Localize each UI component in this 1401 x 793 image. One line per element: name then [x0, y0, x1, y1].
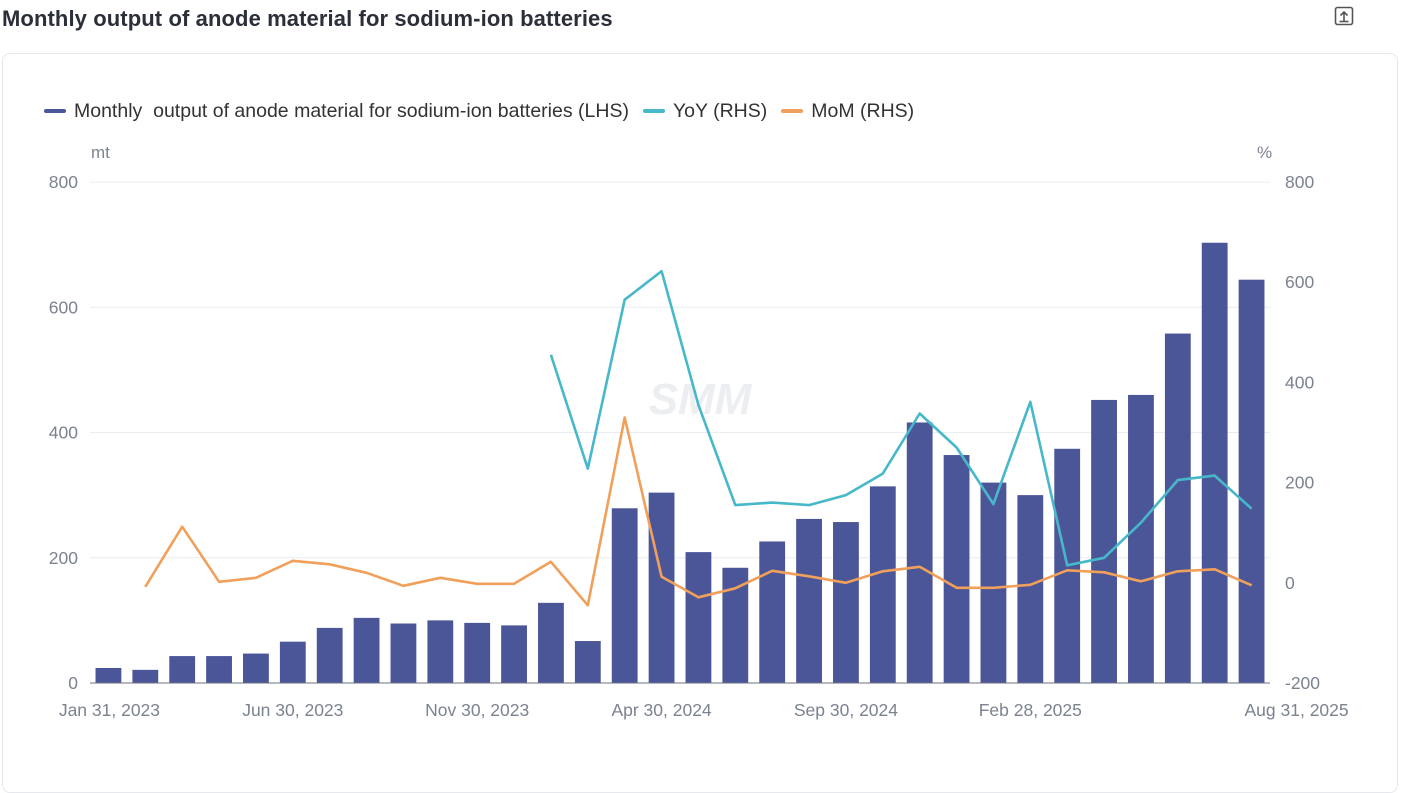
bar [1091, 399, 1117, 683]
bar [611, 508, 638, 683]
bar [353, 617, 380, 683]
legend-item-mom[interactable]: MoM (RHS) [781, 100, 914, 123]
x-axis-tick: Jun 30, 2023 [242, 700, 343, 720]
bar [279, 641, 306, 683]
legend-item-yoy[interactable]: YoY (RHS) [642, 99, 768, 123]
bar [95, 667, 122, 683]
chart-legend: Monthly output of anode material for sod… [44, 98, 928, 124]
legend-label-yoy: YoY (RHS) [672, 99, 768, 122]
bar [759, 541, 786, 683]
bar [390, 623, 417, 683]
left-axis-tick: 400 [49, 423, 78, 443]
x-axis-tick: Jan 31, 2023 [59, 700, 160, 720]
bar [685, 552, 712, 683]
legend-swatch-output [44, 109, 66, 113]
bar [132, 669, 159, 683]
left-axis-tick: 600 [49, 297, 78, 317]
right-axis-tick: 600 [1285, 272, 1314, 292]
x-axis-tick: Aug 31, 2025 [1245, 700, 1349, 720]
bar [1128, 394, 1154, 683]
bar [427, 620, 454, 683]
x-axis-tick: Apr 30, 2024 [611, 700, 711, 720]
right-axis-tick: 400 [1285, 372, 1314, 392]
right-axis-tick: 0 [1285, 573, 1295, 593]
bar [1017, 495, 1044, 683]
bar [538, 602, 564, 683]
bar [316, 627, 343, 683]
x-axis-tick: Feb 28, 2025 [979, 700, 1082, 720]
bar [501, 625, 527, 683]
bar [796, 518, 822, 683]
legend-swatch-yoy [642, 109, 665, 113]
x-axis-tick: Nov 30, 2023 [425, 700, 529, 720]
left-axis-tick: 200 [49, 548, 78, 568]
watermark: SMM [649, 375, 753, 424]
bar [169, 656, 196, 683]
legend-swatch-mom [781, 109, 804, 113]
bar [243, 653, 269, 683]
left-axis-tick: 800 [49, 172, 78, 192]
export-icon[interactable] [1334, 6, 1354, 26]
bar [980, 482, 1007, 683]
bar [464, 622, 491, 683]
bar [574, 641, 601, 683]
left-axis-unit: mt [91, 143, 110, 162]
bar [1164, 333, 1191, 683]
legend-label-output: Monthly output of anode material for sod… [74, 99, 629, 122]
bar [1238, 279, 1265, 683]
bar [206, 656, 232, 683]
bar [833, 522, 859, 683]
mom-line [144, 416, 1253, 607]
bar [648, 492, 675, 683]
page-title: Monthly output of anode material for sod… [2, 6, 613, 31]
bar [869, 486, 896, 683]
chart: SMM 0 200 400 600 800 -200 0 200 400 600 800 mt % Jan … [49, 143, 1349, 720]
right-axis-tick: 200 [1285, 473, 1314, 493]
right-axis-unit: % [1257, 143, 1272, 162]
yoy-line [549, 269, 1253, 567]
right-axis-tick: 800 [1285, 172, 1314, 192]
legend-item-output[interactable]: Monthly output of anode material for sod… [44, 100, 629, 123]
bar [1201, 242, 1228, 683]
bar [943, 455, 970, 683]
left-axis-tick: 0 [68, 673, 78, 693]
bar [906, 422, 933, 683]
legend-label-mom: MoM (RHS) [811, 99, 915, 122]
right-axis-tick: -200 [1285, 673, 1320, 693]
x-axis-tick: Sep 30, 2024 [794, 700, 898, 720]
